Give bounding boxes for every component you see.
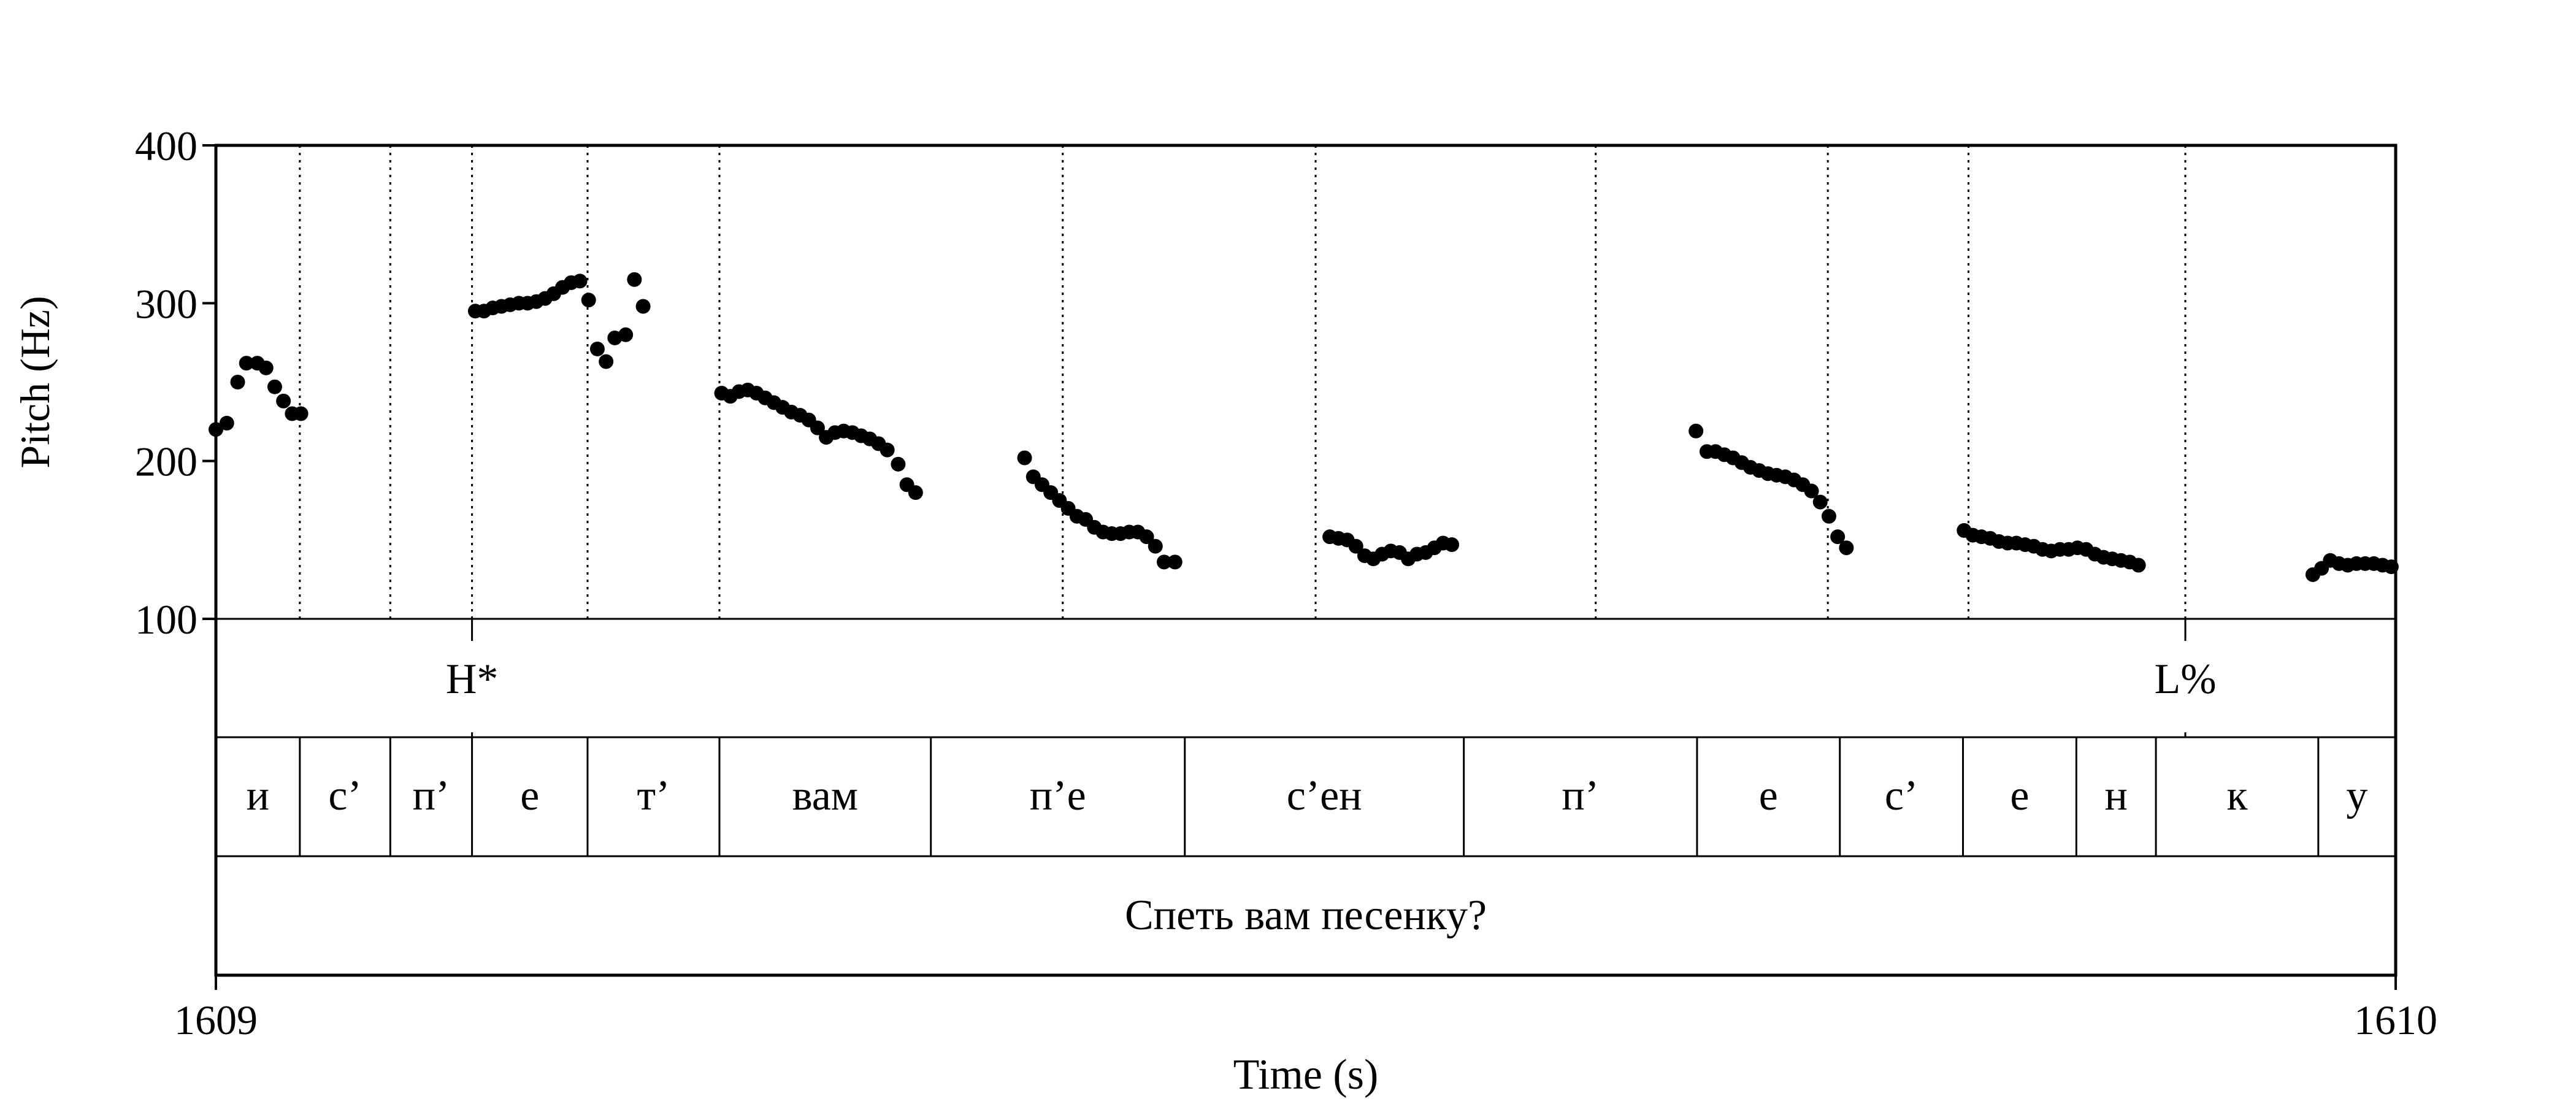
- x-axis-label: Time (s): [1233, 1051, 1379, 1098]
- pitch-point: [1444, 537, 1460, 553]
- segment-label: с’: [1885, 772, 1918, 819]
- pitch-point: [276, 393, 291, 408]
- segment-label: с’ен: [1287, 772, 1362, 819]
- pitch-point: [581, 293, 596, 308]
- segment-label: е: [520, 772, 539, 819]
- segment-label: вам: [792, 772, 859, 819]
- y-tick-label: 300: [135, 280, 197, 327]
- plot-frame: [214, 144, 2398, 977]
- pitch-point: [618, 327, 634, 342]
- pitch-point: [1821, 508, 1836, 524]
- tone-label: L%: [2155, 656, 2217, 703]
- pitch-point: [1167, 554, 1183, 570]
- segment-label: п’: [1562, 772, 1599, 819]
- y-tick-label: 200: [135, 439, 197, 485]
- y-axis-label: Pitch (Hz): [12, 296, 58, 468]
- pitch-point: [1830, 529, 1846, 545]
- pitch-point: [635, 299, 651, 314]
- pitch-points: [209, 272, 2399, 582]
- pitch-point: [1017, 450, 1032, 466]
- x-tick-label: 1609: [174, 997, 258, 1043]
- pitch-point: [1148, 539, 1163, 554]
- segment-label: к: [2226, 772, 2248, 819]
- pitch-point: [1804, 483, 1819, 499]
- tone-label: H*: [446, 656, 499, 703]
- pitch-point: [2131, 558, 2146, 573]
- axes: 100 200 300 400 Pitch (Hz) 1609 1610 Time (s): [12, 123, 2437, 1098]
- y-tick-label: 400: [135, 123, 197, 169]
- pitch-point: [891, 456, 906, 472]
- segment-label: п’: [413, 772, 450, 819]
- segment-label: п’е: [1030, 772, 1086, 819]
- pitch-point: [1348, 539, 1363, 554]
- pitch-point: [1139, 529, 1154, 545]
- segment-label: е: [1759, 772, 1778, 819]
- pitch-point: [572, 274, 588, 289]
- pitch-point: [599, 354, 614, 369]
- segment-label: т’: [637, 772, 670, 819]
- segment-label: н: [2104, 772, 2127, 819]
- pitch-point: [293, 406, 309, 421]
- pitch-point: [810, 420, 825, 435]
- segment-label: и: [247, 772, 269, 819]
- pitch-point: [1156, 554, 1171, 570]
- pitch-point: [1839, 540, 1854, 556]
- pitch-point: [589, 341, 605, 356]
- pitch-point: [627, 272, 642, 287]
- pitch-point: [219, 415, 234, 431]
- segment-label: у: [2346, 772, 2367, 819]
- pitch-point: [258, 360, 274, 375]
- pitch-point: [1689, 423, 1704, 439]
- pitch-point: [230, 375, 245, 389]
- segment-label: с’: [328, 772, 361, 819]
- pitch-point: [908, 485, 923, 500]
- pitch-point: [239, 356, 254, 371]
- pitch-point: [1812, 494, 1828, 510]
- segment-label: е: [2010, 772, 2029, 819]
- pitch-point: [880, 442, 895, 458]
- x-tick-label: 1610: [2354, 997, 2437, 1043]
- sentence-label: Спеть вам песенку?: [1125, 892, 1487, 939]
- y-tick-label: 100: [135, 596, 197, 643]
- interval-boundary-lines: [299, 145, 2187, 619]
- frame-border: [214, 144, 2398, 977]
- pitch-point: [267, 379, 282, 394]
